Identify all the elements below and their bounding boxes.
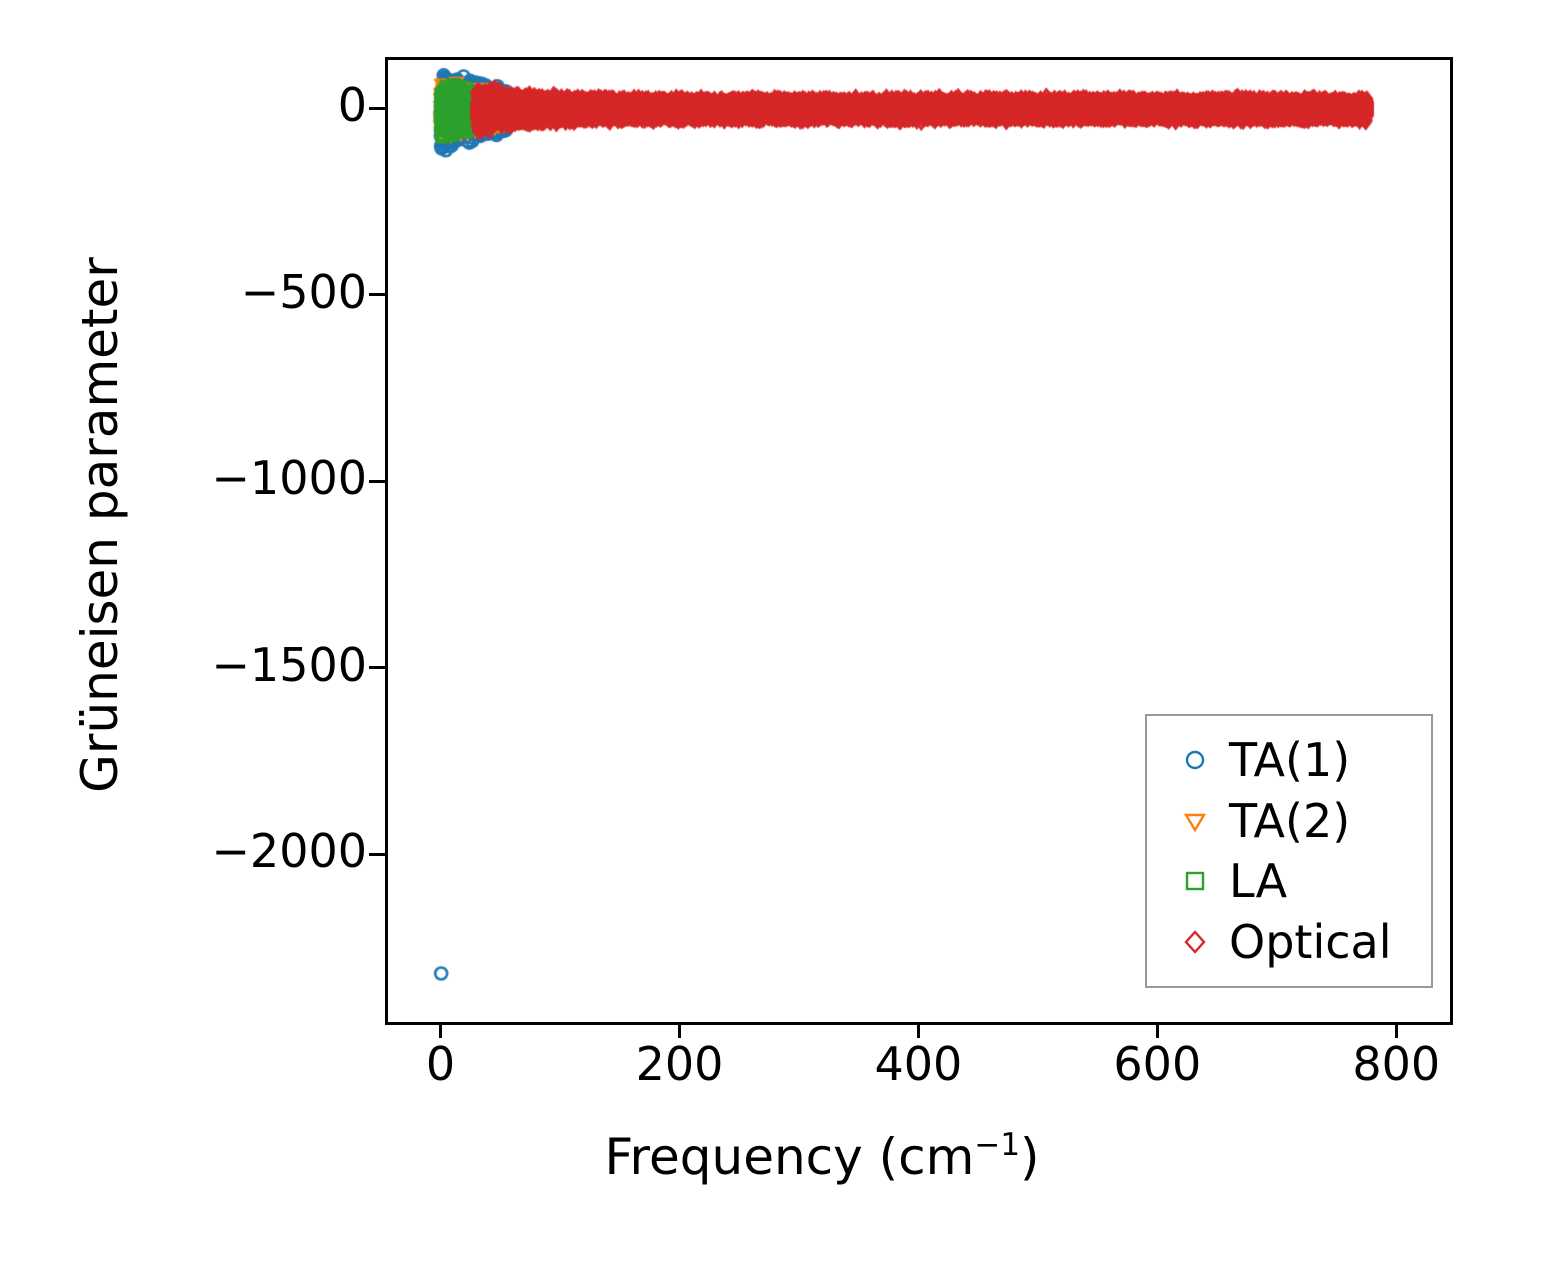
chart-legend: TA(1) TA(2) LA Optical xyxy=(1145,714,1433,988)
y-tick-mark xyxy=(369,852,385,856)
y-tick-label: −2000 xyxy=(211,824,367,879)
y-tick-mark xyxy=(369,479,385,483)
legend-entry-label: TA(1) xyxy=(1229,733,1351,788)
y-tick-mark xyxy=(369,106,385,110)
x-tick-label: 400 xyxy=(874,1037,963,1091)
y-tick-label: 0 xyxy=(337,78,367,133)
x-tick-label: 0 xyxy=(425,1037,456,1091)
diamond-open-icon xyxy=(1173,927,1217,957)
y-tick-mark xyxy=(369,666,385,670)
x-tick-label: 200 xyxy=(635,1037,724,1091)
x-tick-mark xyxy=(1155,1022,1159,1038)
x-axis-label-base: Frequency (cm xyxy=(604,1128,975,1187)
legend-entry-label: Optical xyxy=(1229,914,1392,969)
x-tick-label: 600 xyxy=(1113,1037,1202,1091)
triangle-down-open-icon xyxy=(1173,806,1217,836)
y-tick-label: −500 xyxy=(240,264,367,319)
x-tick-mark xyxy=(439,1022,443,1038)
y-tick-mark xyxy=(369,293,385,297)
x-axis-label-tail: ) xyxy=(1020,1128,1040,1187)
y-axis-label: Grüneisen parameter xyxy=(71,257,129,793)
x-tick-mark xyxy=(1394,1022,1398,1038)
x-tick-mark xyxy=(916,1022,920,1038)
legend-entry-label: LA xyxy=(1229,854,1288,909)
y-tick-label: −1500 xyxy=(211,637,367,692)
x-tick-label: 800 xyxy=(1352,1037,1441,1091)
square-open-icon xyxy=(1173,866,1217,896)
legend-entry-optical[interactable]: Optical xyxy=(1147,913,1431,971)
y-tick-label: −1000 xyxy=(211,451,367,506)
legend-entry-la[interactable]: LA xyxy=(1147,852,1431,910)
x-axis-label: Frequency (cm−1) xyxy=(0,1127,1564,1187)
x-axis-label-exponent: −1 xyxy=(974,1127,1021,1163)
legend-entry-ta1[interactable]: TA(1) xyxy=(1147,731,1431,789)
legend-entry-ta2[interactable]: TA(2) xyxy=(1147,792,1431,850)
circle-open-icon xyxy=(1173,745,1217,775)
x-tick-mark xyxy=(677,1022,681,1038)
legend-entry-label: TA(2) xyxy=(1229,793,1351,848)
